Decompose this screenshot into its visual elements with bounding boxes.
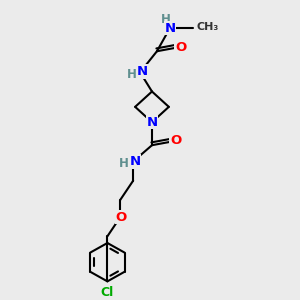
Text: H: H <box>119 157 129 170</box>
Text: H: H <box>161 13 171 26</box>
Text: O: O <box>170 134 182 147</box>
Text: O: O <box>175 41 186 54</box>
Text: N: N <box>164 22 175 35</box>
Text: H: H <box>127 68 137 81</box>
Text: N: N <box>146 116 158 129</box>
Text: Cl: Cl <box>101 286 114 299</box>
Text: CH₃: CH₃ <box>196 22 219 32</box>
Text: O: O <box>116 211 127 224</box>
Text: N: N <box>130 155 141 168</box>
Text: N: N <box>136 65 148 78</box>
